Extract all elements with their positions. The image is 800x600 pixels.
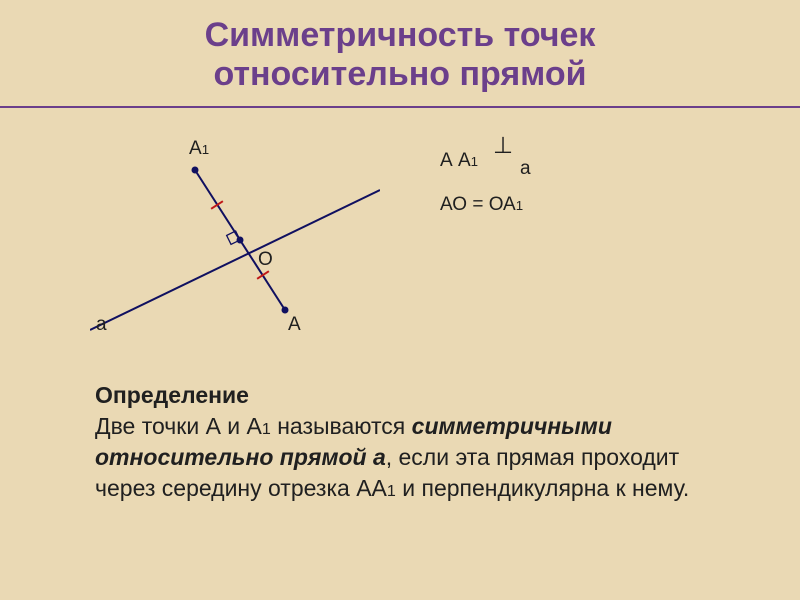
definition-block: Определение Две точки А и А1 называются … xyxy=(95,380,715,504)
svg-text:А1: А1 xyxy=(189,138,209,159)
slide: Симметричность точек относительно прямой… xyxy=(0,0,800,600)
svg-text:О: О xyxy=(258,249,273,270)
cond-line-a: a xyxy=(520,158,531,180)
title-underline xyxy=(0,106,800,108)
title-line1: Симметричность точек xyxy=(205,16,596,54)
perpendicular-icon: ⊥ xyxy=(493,132,513,159)
definition-text: Две точки А и А1 называются симметричным… xyxy=(95,413,689,501)
conditions: А А1 ⊥ a АО = ОА1 xyxy=(440,150,523,216)
condition-equal: АО = ОА1 xyxy=(440,194,523,216)
cond-AA1: А А1 xyxy=(440,150,478,171)
definition-heading: Определение xyxy=(95,382,249,408)
slide-title: Симметричность точек относительно прямой xyxy=(0,0,800,94)
svg-text:a: a xyxy=(96,314,107,335)
condition-perpendicular: А А1 ⊥ a xyxy=(440,150,523,172)
geometry-diagram: А1 О Аa xyxy=(90,130,380,340)
title-line2: относительно прямой xyxy=(213,55,586,93)
svg-text:А: А xyxy=(288,314,301,335)
